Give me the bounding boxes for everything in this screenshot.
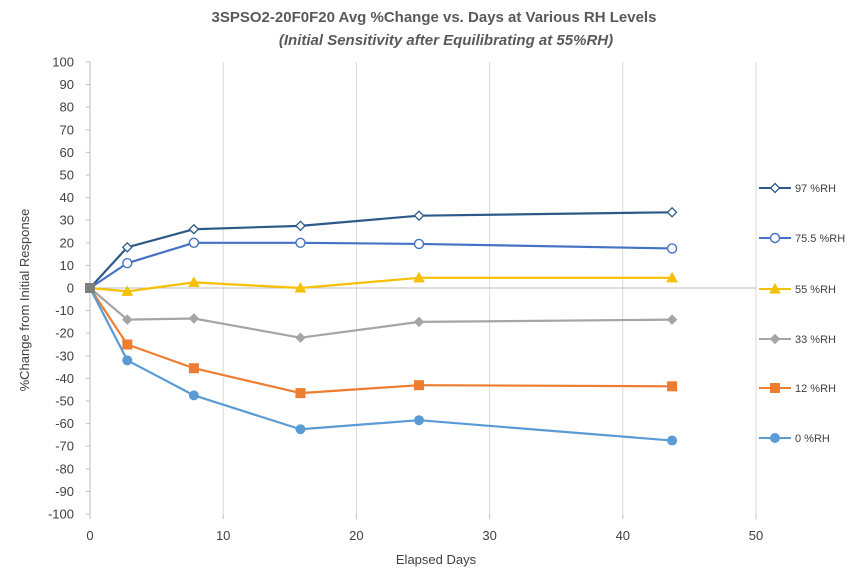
x-tick-label: 10	[216, 528, 230, 543]
data-point	[188, 237, 200, 249]
legend-label: 97 %RH	[795, 183, 836, 195]
data-point	[413, 238, 425, 250]
data-point	[188, 390, 199, 401]
x-tick-label: 0	[86, 528, 93, 543]
data-point	[188, 313, 200, 324]
y-tick-label: -70	[55, 439, 74, 454]
y-tick-label: -100	[48, 507, 74, 522]
legend-label: 55 %RH	[795, 284, 836, 296]
chart-title: 3SPSO2-20F0F20 Avg %Change vs. Days at V…	[212, 9, 657, 26]
legend: 97 %RH 75.5 %RH 55 %RH 33 %RH 12 %RH 0 %RH	[759, 182, 845, 445]
data-point	[122, 355, 133, 366]
x-tick-label: 30	[482, 528, 496, 543]
y-tick-label: 80	[60, 100, 74, 115]
legend-marker	[769, 333, 781, 345]
legend-label: 0 %RH	[795, 433, 830, 445]
data-point	[294, 281, 307, 293]
y-tick-label: 70	[60, 122, 74, 137]
x-tick-label: 40	[616, 528, 630, 543]
y-tick-label: 30	[60, 213, 74, 228]
legend-entry: 55 %RH	[759, 282, 836, 296]
data-point	[666, 206, 678, 218]
series-line	[89, 287, 673, 395]
data-point	[666, 243, 678, 254]
y-tick-label: 50	[60, 168, 74, 183]
data-point	[295, 424, 306, 435]
axes: 1009080706050403020100-10-20-30-40-50-60…	[48, 55, 763, 544]
series-0-rh	[85, 283, 678, 446]
series-line	[89, 276, 673, 293]
data-point	[666, 314, 678, 325]
y-tick-label: -30	[55, 348, 74, 363]
y-tick-label: 10	[60, 258, 74, 273]
data-point	[667, 381, 678, 392]
x-axis-title: Elapsed Days	[396, 552, 477, 567]
series-group	[85, 206, 678, 446]
data-point	[295, 388, 306, 399]
legend-marker	[770, 383, 780, 393]
y-tick-label: 20	[60, 235, 74, 250]
legend-entry: 75.5 %RH	[759, 232, 845, 245]
data-point	[122, 339, 133, 350]
data-point-origin	[85, 283, 95, 293]
y-tick-label: 40	[60, 190, 74, 205]
y-axis-title: %Change from Initial Response	[17, 209, 32, 392]
legend-label: 75.5 %RH	[795, 233, 845, 245]
legend-marker	[769, 182, 781, 194]
x-tick-label: 50	[749, 528, 763, 543]
series-line	[89, 287, 673, 339]
legend-marker	[770, 433, 780, 443]
legend-marker	[769, 282, 781, 294]
legend-label: 12 %RH	[795, 383, 836, 395]
data-point	[414, 415, 425, 426]
legend-entry: 0 %RH	[759, 433, 830, 445]
data-point	[122, 314, 133, 325]
legend-entry: 97 %RH	[759, 182, 836, 195]
series-33-rh	[85, 283, 678, 343]
y-tick-label: -40	[55, 371, 74, 386]
data-point	[666, 271, 678, 283]
y-tick-label: -90	[55, 484, 74, 499]
data-point	[667, 435, 678, 446]
data-point	[188, 276, 200, 287]
y-tick-label: -80	[55, 461, 74, 476]
data-point	[295, 220, 306, 232]
chart-subtitle: (Initial Sensitivity after Equilibrating…	[279, 32, 613, 49]
data-point	[414, 380, 425, 391]
y-tick-label: 0	[67, 281, 74, 296]
y-tick-label: 100	[52, 55, 74, 70]
y-tick-label: 60	[60, 145, 74, 160]
data-point	[121, 241, 133, 253]
legend-label: 33 %RH	[795, 334, 836, 346]
data-point	[413, 210, 425, 222]
y-tick-label: -10	[55, 303, 74, 318]
series-line	[89, 287, 673, 442]
series-line	[89, 211, 673, 289]
data-point	[295, 332, 306, 343]
y-tick-label: 90	[60, 77, 74, 92]
data-point	[295, 237, 306, 249]
legend-entry: 12 %RH	[759, 383, 836, 395]
data-point	[413, 316, 425, 328]
y-tick-label: -50	[55, 394, 74, 409]
series-line	[89, 241, 673, 289]
y-tick-label: -60	[55, 416, 74, 431]
legend-marker	[769, 232, 781, 244]
data-point	[121, 285, 134, 296]
legend-entry: 33 %RH	[759, 333, 836, 346]
y-tick-label: -20	[55, 326, 74, 341]
x-tick-label: 20	[349, 528, 363, 543]
data-point	[122, 257, 133, 269]
data-point	[188, 363, 199, 374]
data-point	[413, 271, 425, 283]
data-point	[188, 223, 200, 235]
